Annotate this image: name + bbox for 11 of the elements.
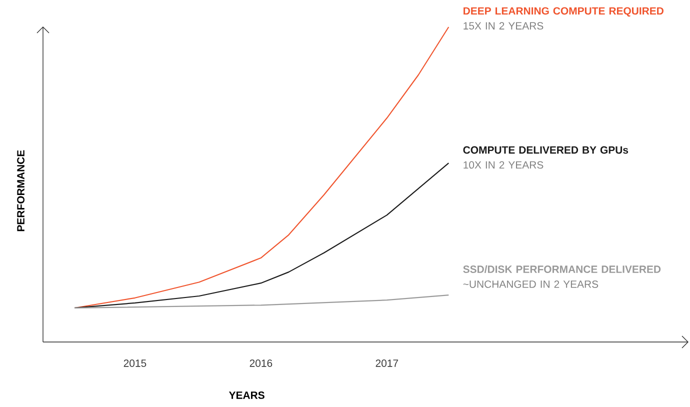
annotation: ~UNCHANGED IN 2 YEARS	[463, 280, 598, 288]
annotation: 10X IN 2 YEARS	[464, 161, 544, 169]
x-tick-label: 2017	[376, 360, 398, 367]
x-axis-title: YEARS	[228, 392, 264, 399]
x-tick-label: 2015	[124, 360, 146, 367]
annotation: 15X IN 2 YEARS	[464, 22, 544, 30]
series-label: COMPUTE DELIVERED BY GPUs	[463, 146, 628, 154]
series-label: DEEP LEARNING COMPUTE REQUIRED	[464, 7, 664, 17]
x-tick-label: 2016	[250, 360, 272, 367]
text: SSD/DISK PERFORMANCE DELIVERED	[463, 265, 661, 274]
y-axis-title: PERFORMANCE	[17, 150, 24, 232]
